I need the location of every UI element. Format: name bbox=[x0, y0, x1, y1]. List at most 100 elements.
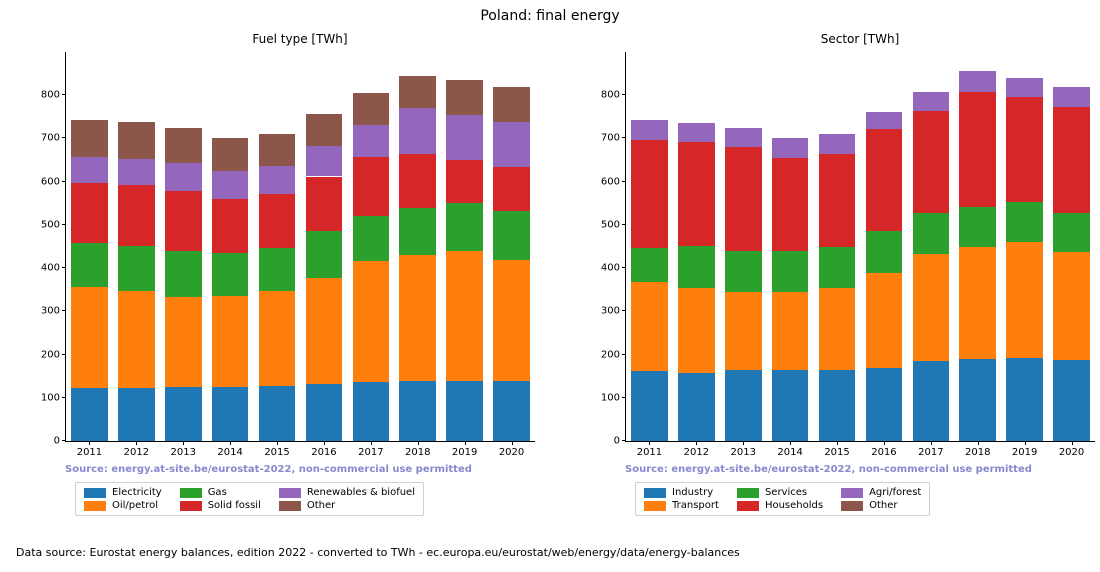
bar-segment bbox=[306, 384, 343, 441]
bar-segment bbox=[959, 359, 996, 441]
bar-segment bbox=[118, 388, 155, 441]
bar-segment bbox=[1053, 252, 1090, 360]
ytick-label: 300 bbox=[601, 306, 626, 317]
legend-label: Other bbox=[307, 500, 335, 511]
legend-label: Electricity bbox=[112, 487, 162, 498]
right-subtitle: Sector [TWh] bbox=[625, 32, 1095, 46]
bar-segment bbox=[71, 183, 108, 244]
bar-segment bbox=[772, 158, 809, 251]
legend-swatch bbox=[644, 488, 666, 498]
bar-segment bbox=[71, 388, 108, 441]
left-source-note: Source: energy.at-site.be/eurostat-2022,… bbox=[65, 464, 472, 475]
legend-item: Households bbox=[737, 500, 823, 511]
bar-segment bbox=[118, 122, 155, 159]
bar-segment bbox=[493, 87, 530, 122]
bar-segment bbox=[493, 260, 530, 381]
xtick-label: 2013 bbox=[171, 441, 196, 458]
xtick-label: 2015 bbox=[264, 441, 289, 458]
ytick-label: 200 bbox=[601, 349, 626, 360]
left-legend: Electricity Oil/petrol Gas Solid fossil Rene… bbox=[75, 482, 424, 516]
bar-segment bbox=[493, 211, 530, 261]
bar-segment bbox=[631, 248, 668, 283]
bar-segment bbox=[353, 93, 390, 125]
bar-segment bbox=[118, 246, 155, 291]
bar-segment bbox=[165, 251, 202, 296]
ytick-label: 300 bbox=[41, 306, 66, 317]
right-source-note: Source: energy.at-site.be/eurostat-2022,… bbox=[625, 464, 1032, 475]
bar-segment bbox=[631, 120, 668, 139]
legend-label: Renewables & biofuel bbox=[307, 487, 415, 498]
ytick-label: 600 bbox=[41, 176, 66, 187]
legend-item: Industry bbox=[644, 487, 719, 498]
left-plot-area: 0100200300400500600700800201120122013201… bbox=[65, 52, 535, 442]
xtick-label: 2018 bbox=[965, 441, 990, 458]
bar-segment bbox=[212, 253, 249, 296]
xtick-label: 2012 bbox=[684, 441, 709, 458]
bar-segment bbox=[493, 122, 530, 167]
bar-segment bbox=[913, 92, 950, 111]
legend-swatch bbox=[737, 501, 759, 511]
bar-segment bbox=[772, 251, 809, 292]
bar-segment bbox=[259, 134, 296, 166]
legend-swatch bbox=[841, 488, 863, 498]
bar-segment bbox=[212, 296, 249, 387]
bar-segment bbox=[819, 288, 856, 370]
ytick-label: 100 bbox=[601, 392, 626, 403]
bar-segment bbox=[212, 171, 249, 199]
bar-segment bbox=[259, 248, 296, 291]
xtick-label: 2011 bbox=[77, 441, 102, 458]
legend-item: Gas bbox=[180, 487, 261, 498]
legend-swatch bbox=[279, 501, 301, 511]
bar-segment bbox=[306, 177, 343, 231]
legend-swatch bbox=[737, 488, 759, 498]
bar-segment bbox=[399, 76, 436, 108]
bar-segment bbox=[678, 246, 715, 288]
legend-swatch bbox=[180, 501, 202, 511]
bar-segment bbox=[306, 231, 343, 279]
bar-segment bbox=[1006, 97, 1043, 203]
bar-segment bbox=[678, 288, 715, 372]
bar-segment bbox=[446, 203, 483, 251]
legend-label: Industry bbox=[672, 487, 713, 498]
bar-segment bbox=[819, 134, 856, 153]
legend-label: Oil/petrol bbox=[112, 500, 158, 511]
bar-segment bbox=[399, 381, 436, 442]
bar-segment bbox=[1053, 360, 1090, 441]
bar-segment bbox=[259, 386, 296, 441]
xtick-label: 2014 bbox=[217, 441, 242, 458]
legend-item: Solid fossil bbox=[180, 500, 261, 511]
bar-segment bbox=[725, 251, 762, 292]
bar-segment bbox=[118, 159, 155, 185]
ytick-label: 200 bbox=[41, 349, 66, 360]
bar-segment bbox=[631, 371, 668, 441]
xtick-label: 2017 bbox=[358, 441, 383, 458]
bar-segment bbox=[772, 370, 809, 441]
bar-segment bbox=[306, 146, 343, 176]
xtick-label: 2012 bbox=[124, 441, 149, 458]
bar-segment bbox=[306, 114, 343, 146]
xtick-label: 2018 bbox=[405, 441, 430, 458]
legend-swatch bbox=[84, 488, 106, 498]
ytick-label: 700 bbox=[601, 133, 626, 144]
xtick-label: 2011 bbox=[637, 441, 662, 458]
bar-segment bbox=[866, 112, 903, 129]
xtick-label: 2017 bbox=[918, 441, 943, 458]
right-plot-area: 0100200300400500600700800201120122013201… bbox=[625, 52, 1095, 442]
figure-suptitle: Poland: final energy bbox=[0, 8, 1100, 24]
bar-segment bbox=[399, 154, 436, 208]
bar-segment bbox=[725, 147, 762, 251]
bar-segment bbox=[212, 387, 249, 441]
bar-segment bbox=[71, 243, 108, 286]
bar-segment bbox=[913, 111, 950, 213]
ytick-label: 400 bbox=[41, 263, 66, 274]
bar-segment bbox=[913, 213, 950, 254]
bar-segment bbox=[1006, 78, 1043, 96]
bar-segment bbox=[866, 368, 903, 441]
legend-label: Transport bbox=[672, 500, 719, 511]
bar-segment bbox=[772, 138, 809, 157]
bar-segment bbox=[259, 291, 296, 386]
bar-segment bbox=[959, 207, 996, 247]
bar-segment bbox=[306, 278, 343, 384]
bar-segment bbox=[353, 261, 390, 382]
legend-swatch bbox=[180, 488, 202, 498]
